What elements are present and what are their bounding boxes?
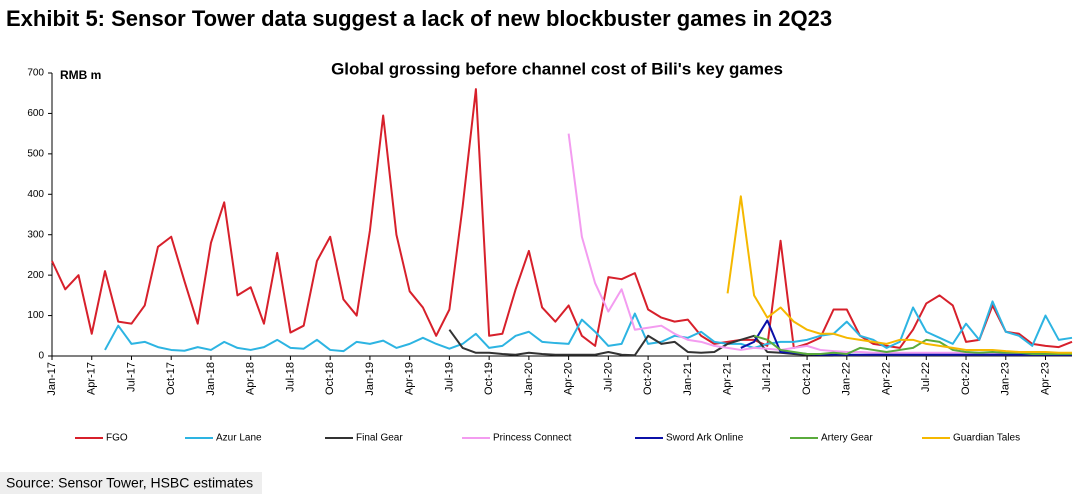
x-tick-label: Oct-20 [642, 362, 654, 395]
legend-label: FGO [106, 433, 128, 444]
legend-label: Guardian Tales [953, 433, 1020, 444]
x-tick-label: Jan-18 [205, 362, 217, 396]
chart-title: Global grossing before channel cost of B… [331, 59, 783, 78]
series-line [567, 133, 1072, 355]
x-tick-label: Apr-23 [1039, 362, 1051, 395]
y-tick-label: 0 [38, 351, 44, 362]
x-tick-label: Jan-19 [364, 362, 376, 396]
legend-label: Final Gear [356, 433, 403, 444]
legend-label: Artery Gear [821, 433, 873, 444]
source-bg [0, 472, 262, 494]
x-tick-label: Oct-22 [960, 362, 972, 395]
x-tick-label: Apr-18 [245, 362, 257, 395]
source: Source: Sensor Tower, HSBC estimates [6, 475, 253, 491]
series-line [726, 195, 1072, 354]
exhibit-title: Exhibit 5: Sensor Tower data suggest a l… [6, 6, 832, 31]
x-tick-label: Apr-17 [86, 362, 98, 395]
x-tick-label: Jan-22 [841, 362, 853, 396]
y-tick-label: 300 [27, 229, 44, 240]
legend-label: Azur Lane [216, 433, 262, 444]
x-tick-label: Oct-17 [165, 362, 177, 395]
y-tick-label: 500 [27, 148, 44, 159]
x-tick-label: Jan-17 [46, 362, 58, 396]
x-tick-label: Jul-22 [920, 362, 932, 392]
y-tick-label: 700 [27, 68, 44, 79]
x-tick-label: Apr-20 [563, 362, 575, 395]
x-tick-label: Oct-21 [801, 362, 813, 395]
legend-label: Princess Connect [493, 433, 572, 444]
x-tick-label: Apr-19 [404, 362, 416, 395]
series-line [51, 88, 1073, 349]
x-tick-label: Jan-21 [682, 362, 694, 396]
x-tick-label: Apr-22 [880, 362, 892, 395]
y-tick-label: 100 [27, 310, 44, 321]
y-tick-label: 200 [27, 270, 44, 281]
x-tick-label: Jul-18 [284, 362, 296, 392]
x-tick-label: Apr-21 [721, 362, 733, 395]
x-tick-label: Oct-19 [483, 362, 495, 395]
y-tick-label: 600 [27, 108, 44, 119]
x-tick-label: Jan-23 [1000, 362, 1012, 396]
legend-label: Sword Ark Online [666, 433, 744, 444]
y-tick-label: 400 [27, 189, 44, 200]
x-tick-label: Jul-17 [125, 362, 137, 392]
x-tick-label: Jul-21 [761, 362, 773, 392]
series-line [104, 300, 1073, 353]
x-tick-label: Jul-19 [443, 362, 455, 392]
y-axis-label: RMB m [60, 68, 101, 82]
x-tick-label: Jul-20 [602, 362, 614, 392]
x-tick-label: Jan-20 [523, 362, 535, 396]
x-tick-label: Oct-18 [324, 362, 336, 395]
